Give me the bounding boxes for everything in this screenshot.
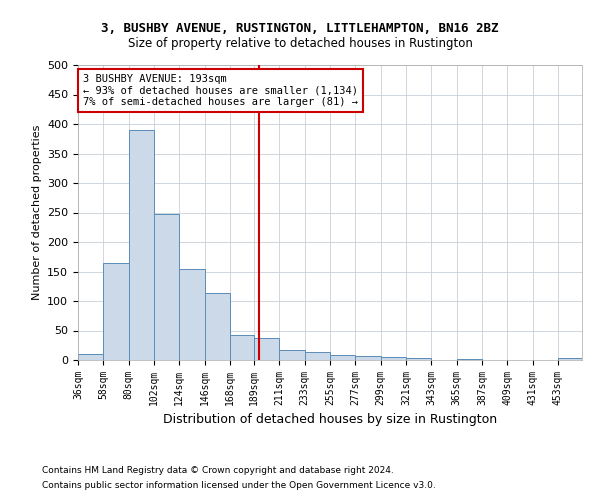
Bar [305,352,330,360]
Text: 3 BUSHBY AVENUE: 193sqm
← 93% of detached houses are smaller (1,134)
7% of semi-: 3 BUSHBY AVENUE: 193sqm ← 93% of detache… [83,74,358,107]
Bar [103,262,128,360]
Bar [179,268,205,360]
Bar [355,356,380,360]
Y-axis label: Number of detached properties: Number of detached properties [32,125,41,300]
Bar [330,356,355,360]
Bar [230,334,254,360]
Bar [558,358,582,360]
Text: 3, BUSHBY AVENUE, RUSTINGTON, LITTLEHAMPTON, BN16 2BZ: 3, BUSHBY AVENUE, RUSTINGTON, LITTLEHAMP… [101,22,499,36]
X-axis label: Distribution of detached houses by size in Rustington: Distribution of detached houses by size … [163,414,497,426]
Bar [205,294,230,360]
Bar [406,358,431,360]
Text: Size of property relative to detached houses in Rustington: Size of property relative to detached ho… [128,38,472,51]
Text: Contains HM Land Registry data © Crown copyright and database right 2024.: Contains HM Land Registry data © Crown c… [42,466,394,475]
Bar [280,350,305,360]
Bar [128,130,154,360]
Bar [457,359,482,360]
Bar [78,354,103,360]
Bar [254,338,280,360]
Bar [154,214,179,360]
Bar [380,357,406,360]
Text: Contains public sector information licensed under the Open Government Licence v3: Contains public sector information licen… [42,481,436,490]
